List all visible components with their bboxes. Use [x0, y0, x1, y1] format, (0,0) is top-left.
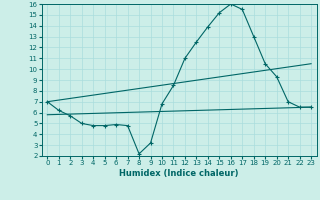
X-axis label: Humidex (Indice chaleur): Humidex (Indice chaleur) — [119, 169, 239, 178]
